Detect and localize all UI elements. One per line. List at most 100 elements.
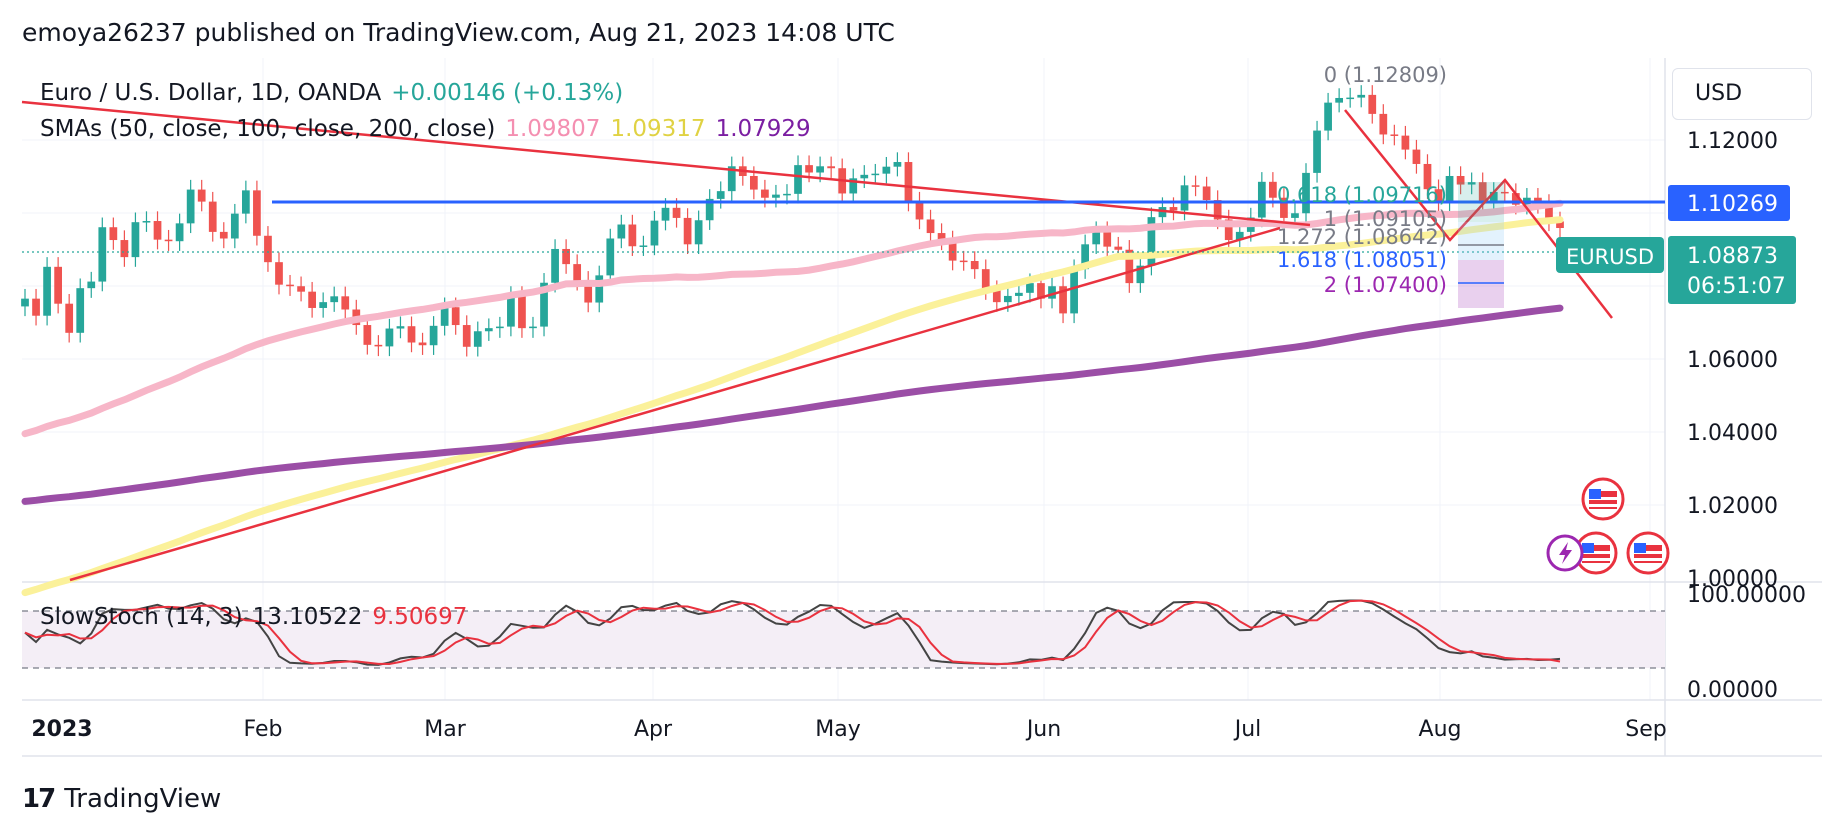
svg-text:06:51:07: 06:51:07 bbox=[1687, 274, 1786, 299]
candle-body bbox=[1313, 130, 1321, 173]
candle-body bbox=[1489, 191, 1498, 204]
candle-body bbox=[1213, 200, 1222, 220]
candle-body bbox=[363, 325, 372, 345]
economic-event-icons[interactable] bbox=[1546, 477, 1670, 575]
candle-body bbox=[1136, 265, 1145, 284]
candle-body bbox=[1202, 186, 1211, 201]
candle-body bbox=[32, 298, 40, 316]
candle-body bbox=[374, 344, 383, 347]
stoch-d-value: 9.50697 bbox=[372, 604, 468, 630]
stoch-legend[interactable]: SlowStoch (14, 3) 13.10522 9.50697 bbox=[40, 604, 477, 630]
candle-body bbox=[1467, 182, 1476, 185]
candle-body bbox=[131, 222, 140, 258]
fib-label: 0 (1.12809) bbox=[1324, 63, 1447, 87]
candle-body bbox=[937, 233, 946, 241]
tradingview-logo-icon: 17 bbox=[22, 784, 56, 814]
candle-body bbox=[1070, 269, 1078, 314]
currency-button[interactable]: USD bbox=[1672, 68, 1812, 120]
time-label: Aug bbox=[1419, 717, 1462, 742]
candle-body bbox=[827, 166, 836, 169]
candle-body bbox=[253, 190, 261, 236]
candle-body bbox=[970, 261, 979, 270]
stoch-k-line bbox=[24, 599, 1561, 666]
candle-body bbox=[1092, 231, 1101, 245]
candle-body bbox=[849, 178, 858, 194]
candle-body bbox=[54, 266, 62, 304]
candle-body bbox=[529, 326, 537, 329]
candle-body bbox=[948, 240, 957, 261]
candle-body bbox=[330, 296, 339, 303]
us-flag-event-icon[interactable] bbox=[1574, 531, 1618, 575]
fib-label: 0.618 (1.09716) bbox=[1277, 183, 1447, 207]
candle-body bbox=[396, 326, 405, 329]
candle-body bbox=[1335, 97, 1344, 103]
fib-zone-middle bbox=[1458, 222, 1504, 260]
candle-body bbox=[286, 284, 294, 287]
fib-label: 2 (1.07400) bbox=[1324, 273, 1447, 297]
candle-body bbox=[1269, 181, 1277, 198]
tradingview-brand[interactable]: 17 TradingView bbox=[22, 784, 221, 814]
candle-body bbox=[805, 165, 813, 173]
candle-body bbox=[153, 221, 162, 240]
lightning-event-icon[interactable] bbox=[1546, 534, 1584, 572]
candle-body bbox=[1291, 213, 1299, 218]
sma-legend[interactable]: SMAs (50, close, 100, close, 200, close)… bbox=[40, 116, 821, 142]
candle-body bbox=[1302, 172, 1310, 214]
symbol-legend[interactable]: Euro / U.S. Dollar, 1D, OANDA +0.00146 (+… bbox=[40, 80, 633, 106]
candle-body bbox=[109, 227, 118, 241]
level-price-tag: 1.10269 bbox=[1668, 185, 1790, 221]
candle-body bbox=[816, 166, 824, 173]
candle-body bbox=[1434, 189, 1443, 203]
candle-body bbox=[794, 165, 802, 194]
candle-body bbox=[981, 269, 990, 291]
candle-body bbox=[1147, 217, 1156, 266]
candle-body bbox=[175, 223, 184, 242]
candle-body bbox=[959, 260, 968, 263]
candle-body bbox=[1390, 134, 1399, 136]
candle-body bbox=[860, 174, 869, 179]
candle-body bbox=[241, 190, 250, 214]
candle-body bbox=[1048, 286, 1056, 299]
time-label: Jun bbox=[1025, 717, 1061, 742]
candle-body bbox=[573, 264, 582, 281]
candle-body bbox=[915, 201, 924, 220]
candle-body bbox=[142, 221, 151, 223]
us-flag-event-icon[interactable] bbox=[1626, 531, 1670, 575]
candle-body bbox=[639, 245, 648, 247]
candle-body bbox=[1180, 185, 1189, 211]
time-label: Mar bbox=[424, 717, 466, 742]
candle-body bbox=[672, 207, 681, 218]
time-label: May bbox=[815, 717, 860, 742]
price-tick: 1.00000 bbox=[1687, 567, 1778, 592]
candle-body bbox=[1423, 163, 1432, 190]
candle-body bbox=[407, 326, 416, 343]
price-tick: 1.04000 bbox=[1687, 421, 1778, 446]
stoch-tick: 100.00000 bbox=[1687, 583, 1806, 608]
candle-body bbox=[617, 224, 626, 239]
stoch-d-line bbox=[24, 599, 1561, 666]
time-label: Jul bbox=[1233, 717, 1262, 742]
candle-body bbox=[1545, 203, 1553, 222]
time-label: Feb bbox=[244, 717, 283, 742]
candle-body bbox=[1003, 295, 1012, 303]
candle-body bbox=[275, 262, 283, 285]
us-flag-event-icon[interactable] bbox=[1581, 477, 1625, 521]
symbol-title: Euro / U.S. Dollar, 1D, OANDA bbox=[40, 80, 382, 106]
candle-body bbox=[507, 295, 515, 327]
candle-body bbox=[65, 303, 74, 333]
candle-body bbox=[761, 189, 769, 198]
candle-body bbox=[76, 288, 85, 333]
price-change: +0.00146 (+0.13%) bbox=[391, 80, 624, 106]
candle-body bbox=[230, 213, 239, 239]
candle-body bbox=[606, 238, 615, 276]
candle-body bbox=[1379, 113, 1388, 135]
candle-body bbox=[418, 342, 427, 346]
candle-body bbox=[43, 266, 51, 316]
candle-body bbox=[584, 280, 593, 303]
candle-body bbox=[451, 307, 460, 326]
candle-body bbox=[871, 173, 880, 176]
candle-body bbox=[1026, 283, 1034, 293]
sma100-value: 1.09317 bbox=[610, 116, 706, 142]
time-label: 2023 bbox=[31, 717, 92, 742]
